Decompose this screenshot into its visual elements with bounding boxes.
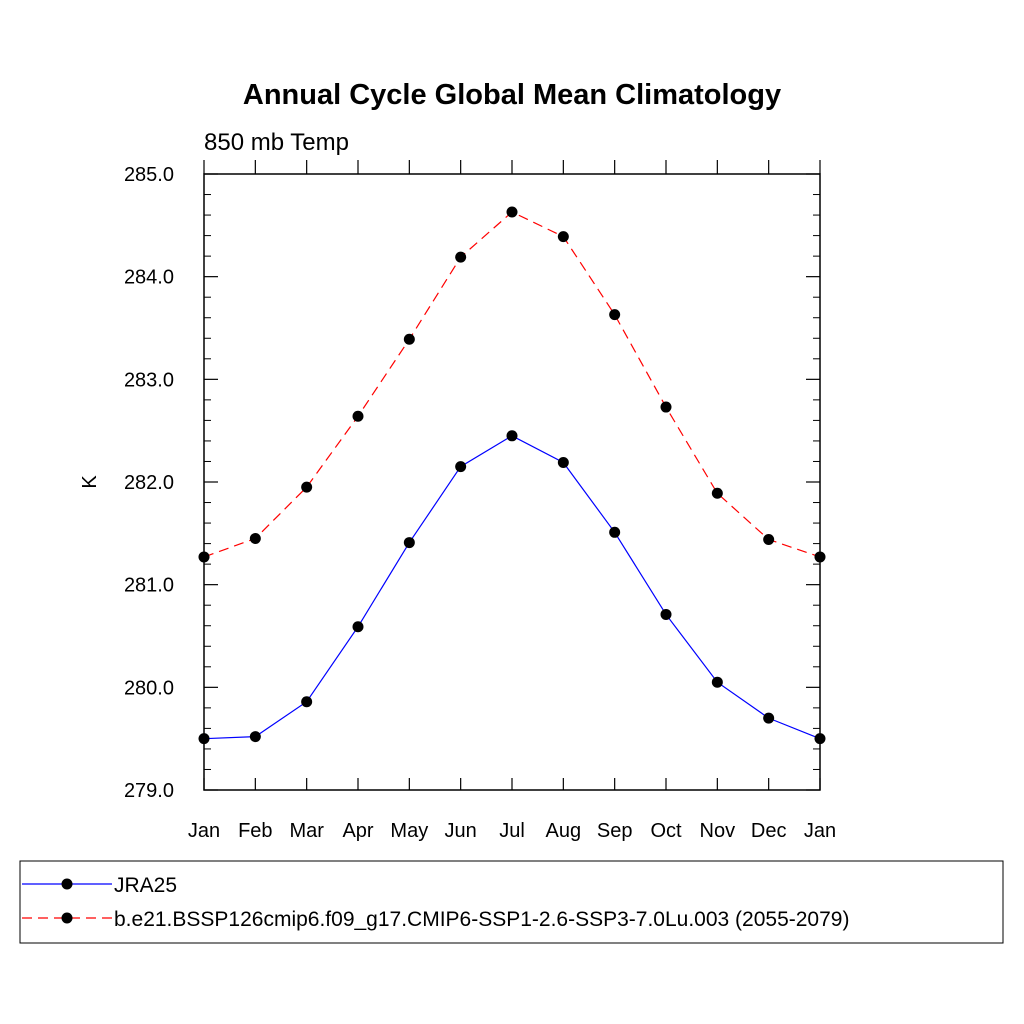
plot-frame <box>203 173 821 791</box>
data-point <box>455 251 467 263</box>
data-point <box>609 526 621 538</box>
x-tick-label: May <box>390 820 428 842</box>
y-tick-label: 282.0 <box>124 472 174 494</box>
chart-subtitle: 850 mb Temp <box>204 129 349 156</box>
data-point <box>763 533 775 545</box>
data-point <box>557 231 569 243</box>
x-tick-label: Jan <box>188 820 220 842</box>
y-axis-label: K <box>79 475 101 489</box>
data-point <box>403 537 415 549</box>
data-point <box>711 487 723 499</box>
data-point <box>660 608 672 620</box>
data-point <box>352 621 364 633</box>
data-point <box>403 333 415 345</box>
x-tick-label: Apr <box>342 820 373 842</box>
data-point <box>301 696 313 708</box>
x-tick-label: Feb <box>238 820 272 842</box>
x-tick-label: Nov <box>700 820 736 842</box>
legend-marker <box>61 878 73 890</box>
series-group <box>198 206 826 745</box>
series-line-1 <box>203 211 821 558</box>
legend-marker <box>61 912 73 924</box>
y-tick-label: 284.0 <box>124 267 174 289</box>
y-tick-label: 285.0 <box>124 164 174 186</box>
legend-box <box>19 860 1004 944</box>
x-tick-label: Aug <box>546 820 582 842</box>
x-tick-label: Dec <box>751 820 787 842</box>
data-point <box>763 712 775 724</box>
x-tick-label: Jul <box>499 820 525 842</box>
data-point <box>506 206 518 218</box>
data-point <box>711 676 723 688</box>
x-tick-label: Oct <box>650 820 682 842</box>
data-point <box>557 456 569 468</box>
y-tick-label: 280.0 <box>124 677 174 699</box>
legend: JRA25 b.e21.BSSP126cmip6.f09_g17.CMIP6-SS… <box>22 874 849 931</box>
x-tick-label: Jan <box>804 820 836 842</box>
data-point <box>609 309 621 321</box>
data-point <box>249 731 261 743</box>
y-tick-label: 281.0 <box>124 575 174 597</box>
y-tick-label: 283.0 <box>124 369 174 391</box>
data-point <box>352 410 364 422</box>
chart-title: Annual Cycle Global Mean Climatology <box>243 79 781 111</box>
axis-ticks: Jan Feb Mar Apr May Jun Jul Aug Sep Oct Nov Dec Jan 2… <box>124 160 836 842</box>
data-point <box>301 481 313 493</box>
data-point <box>455 461 467 473</box>
data-point <box>506 430 518 442</box>
x-tick-label: Sep <box>597 820 633 842</box>
legend-label: b.e21.BSSP126cmip6.f09_g17.CMIP6-SSP1-2.… <box>114 908 849 931</box>
legend-label: JRA25 <box>114 874 177 897</box>
series-line-0 <box>203 435 821 740</box>
x-tick-label: Jun <box>445 820 477 842</box>
y-tick-label: 279.0 <box>124 780 174 802</box>
data-point <box>660 401 672 413</box>
data-point <box>249 532 261 544</box>
x-tick-label: Mar <box>289 820 324 842</box>
